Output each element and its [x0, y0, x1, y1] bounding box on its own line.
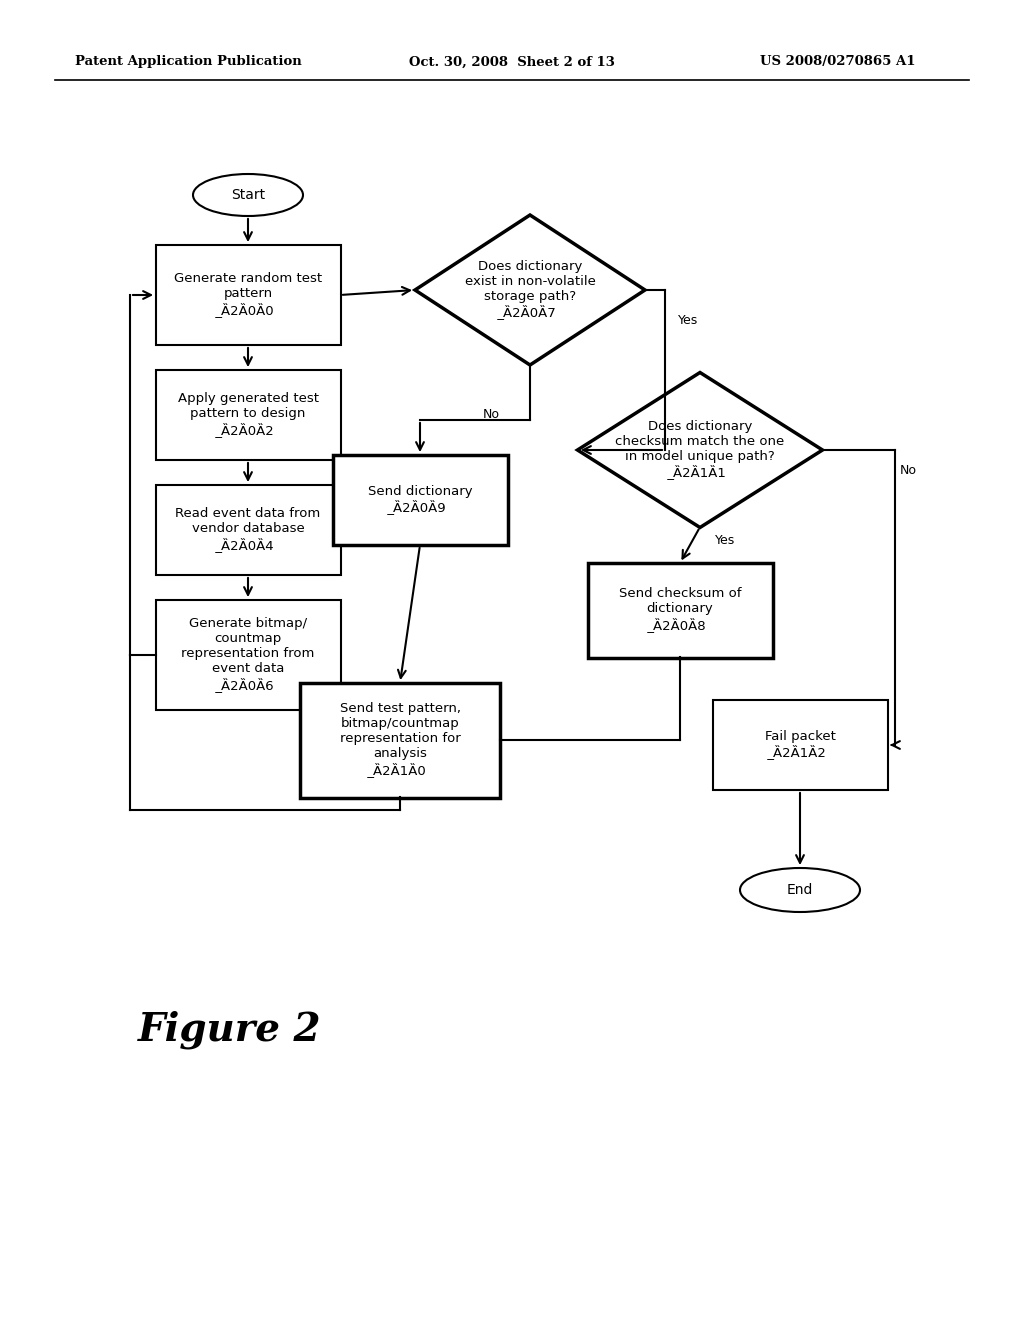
- Text: No: No: [483, 408, 500, 421]
- FancyBboxPatch shape: [588, 562, 772, 657]
- Text: Read event data from
vendor database
̲Ȁ2Ȁ0Ȁ4: Read event data from vendor database ̲Ȁ2…: [175, 507, 321, 553]
- FancyBboxPatch shape: [300, 682, 500, 797]
- Text: Does dictionary
exist in non-volatile
storage path?
̲Ȁ2Ȁ0Ȁ7: Does dictionary exist in non-volatile st…: [465, 260, 595, 319]
- Text: Start: Start: [231, 187, 265, 202]
- Polygon shape: [578, 372, 822, 528]
- FancyBboxPatch shape: [156, 246, 341, 345]
- Text: Send test pattern,
bitmap/countmap
representation for
analysis
̲Ȁ2Ȁ1Ȁ0: Send test pattern, bitmap/countmap repre…: [340, 702, 461, 777]
- Text: Generate random test
pattern
̲Ȁ2Ȁ0Ȁ0: Generate random test pattern ̲Ȁ2Ȁ0Ȁ0: [174, 272, 323, 318]
- Polygon shape: [415, 215, 645, 366]
- Text: Figure 2: Figure 2: [138, 1011, 322, 1049]
- Text: Generate bitmap/
countmap
representation from
event data
̲Ȁ2Ȁ0Ȁ6: Generate bitmap/ countmap representation…: [181, 618, 314, 693]
- FancyBboxPatch shape: [156, 484, 341, 576]
- FancyBboxPatch shape: [713, 700, 888, 789]
- FancyBboxPatch shape: [156, 370, 341, 459]
- Text: Fail packet
̲Ȁ2Ȁ1Ȁ2: Fail packet ̲Ȁ2Ȁ1Ȁ2: [765, 730, 836, 760]
- Text: Patent Application Publication: Patent Application Publication: [75, 55, 302, 69]
- Text: Yes: Yes: [678, 314, 698, 326]
- Text: No: No: [900, 463, 918, 477]
- Text: Oct. 30, 2008  Sheet 2 of 13: Oct. 30, 2008 Sheet 2 of 13: [409, 55, 615, 69]
- Text: Send checksum of
dictionary
̲Ȁ2Ȁ0Ȁ8: Send checksum of dictionary ̲Ȁ2Ȁ0Ȁ8: [618, 587, 741, 632]
- Text: End: End: [786, 883, 813, 898]
- FancyBboxPatch shape: [156, 601, 341, 710]
- Text: US 2008/0270865 A1: US 2008/0270865 A1: [760, 55, 915, 69]
- Text: Apply generated test
pattern to design
̲Ȁ2Ȁ0Ȁ2: Apply generated test pattern to design ̲…: [177, 392, 318, 438]
- Text: Yes: Yes: [715, 533, 735, 546]
- Text: Does dictionary
checksum match the one
in model unique path?
̲Ȁ2Ȁ1Ȁ1: Does dictionary checksum match the one i…: [615, 420, 784, 480]
- Text: Send dictionary
̲Ȁ2Ȁ0Ȁ9: Send dictionary ̲Ȁ2Ȁ0Ȁ9: [368, 484, 472, 515]
- FancyBboxPatch shape: [333, 455, 508, 545]
